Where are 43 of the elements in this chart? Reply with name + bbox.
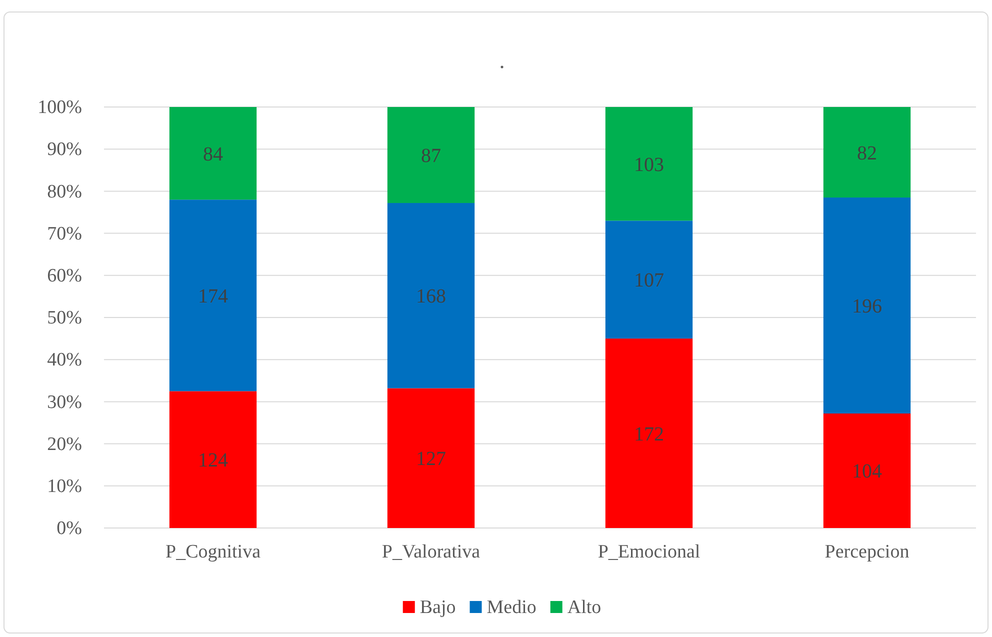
bar [387, 107, 475, 203]
bar [169, 391, 257, 528]
bar [605, 220, 693, 339]
y-tick-label: 50% [47, 308, 82, 329]
legend-label: Alto [567, 597, 602, 618]
x-tick-label: P_Cognitiva [165, 541, 262, 562]
x-tick-label: P_Emocional [598, 541, 700, 562]
y-tick-label: 80% [47, 181, 82, 202]
annotation: 87 [421, 144, 441, 167]
bar [387, 202, 475, 388]
bar [605, 338, 693, 528]
annotation: 174 [198, 285, 228, 308]
y-tick-label: 90% [47, 139, 82, 160]
legend-label: Medio [486, 597, 536, 618]
bar [823, 198, 911, 414]
bar [823, 107, 911, 198]
annotation: 84 [203, 143, 223, 166]
annotation: 104 [852, 460, 882, 483]
y-tick-label: 60% [47, 265, 82, 286]
bar [169, 200, 257, 392]
y-tick-label: 100% [38, 97, 82, 118]
y-tick-label: 10% [47, 476, 82, 497]
y-tick-label: 70% [47, 223, 82, 244]
y-tick-label: 0% [56, 518, 82, 540]
y-tick-label: 30% [47, 392, 82, 413]
annotation: 82 [857, 142, 877, 164]
annotation: 172 [634, 423, 664, 446]
y-tick-label: 40% [47, 350, 82, 371]
bar [169, 107, 257, 200]
x-tick-label: P_Valorativa [382, 541, 481, 562]
legend-label: Bajo [420, 597, 456, 618]
bar [823, 413, 911, 528]
annotation: 196 [852, 296, 882, 318]
annotation: 124 [198, 450, 228, 472]
y-tick-label: 20% [47, 434, 82, 455]
x-tick-label: Percepcion [824, 541, 910, 562]
annotation: 103 [634, 154, 664, 176]
annotation: 107 [634, 270, 664, 292]
chart-title: . [499, 48, 505, 73]
annotation: 168 [416, 286, 446, 308]
bar [387, 388, 475, 528]
annotation: 127 [416, 448, 446, 470]
bar [605, 107, 693, 221]
